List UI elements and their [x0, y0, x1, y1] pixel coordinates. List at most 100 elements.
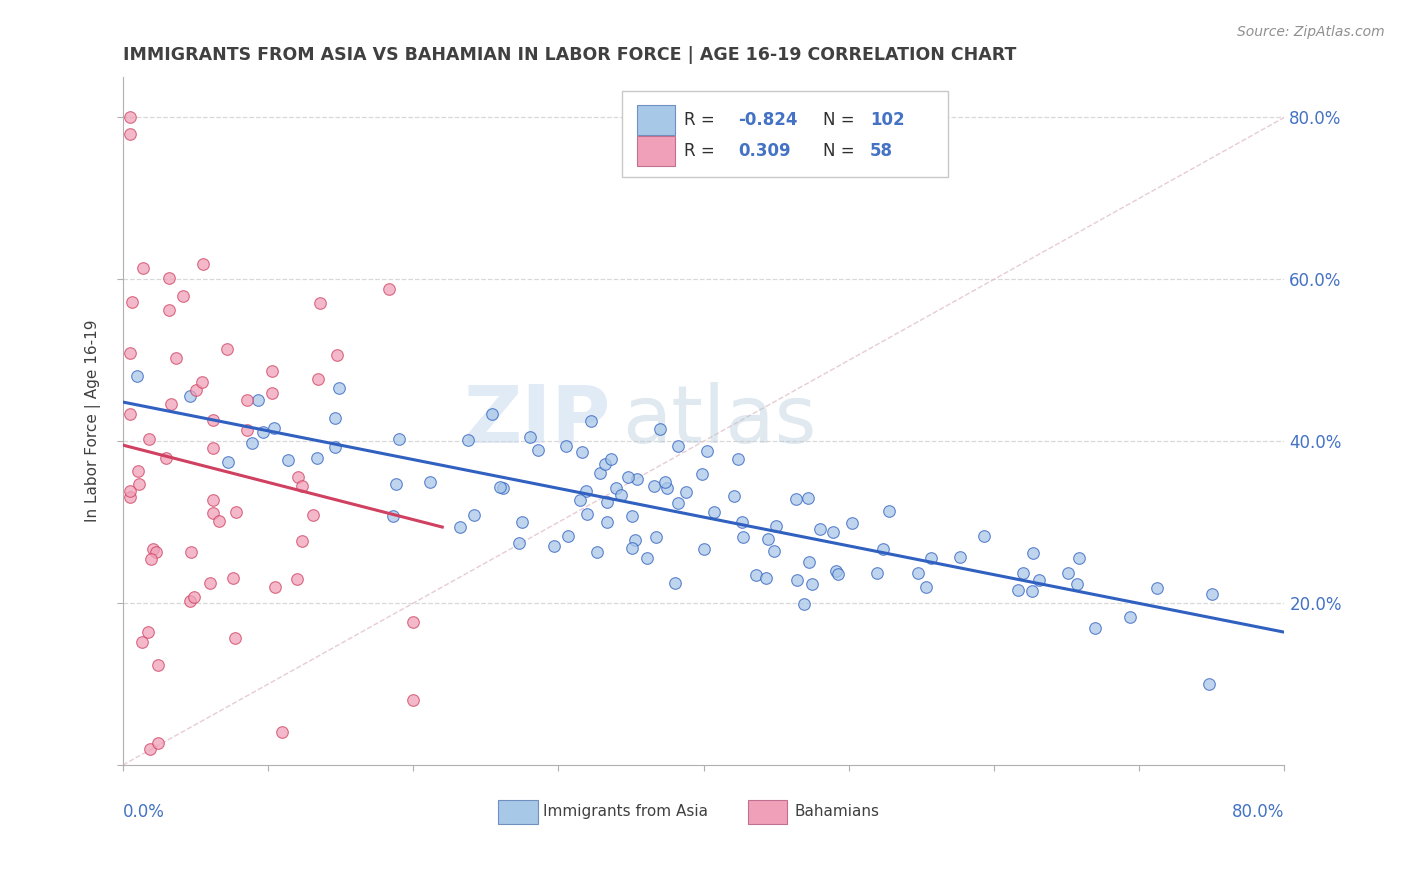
Text: 102: 102 [870, 112, 904, 129]
Point [664, 575, 686, 590]
Point [827, 566, 849, 581]
Point [785, 492, 807, 507]
Point [157, 271, 180, 285]
Point [657, 481, 679, 495]
Point [914, 580, 936, 594]
Point [907, 566, 929, 581]
Point [489, 480, 512, 494]
Point [1021, 584, 1043, 599]
Point [191, 375, 214, 389]
Point [449, 520, 471, 534]
Point [120, 111, 142, 125]
Point [142, 541, 165, 556]
Y-axis label: In Labor Force | Age 16-19: In Labor Force | Age 16-19 [86, 319, 101, 522]
Point [128, 476, 150, 491]
Point [307, 451, 329, 466]
Point [179, 388, 201, 402]
Point [1084, 621, 1107, 635]
Point [127, 464, 149, 478]
Point [745, 567, 768, 582]
Point [155, 451, 177, 466]
Point [1022, 546, 1045, 560]
Point [675, 485, 697, 500]
Point [127, 369, 149, 384]
Point [648, 422, 671, 436]
Point [302, 508, 325, 522]
Point [191, 257, 214, 271]
Point [973, 529, 995, 543]
Point [865, 566, 887, 580]
Point [527, 443, 550, 458]
Point [201, 506, 224, 520]
Point [723, 489, 745, 503]
Point [557, 529, 579, 543]
Point [457, 433, 479, 447]
Point [121, 294, 143, 309]
Point [621, 508, 644, 523]
Point [252, 425, 274, 439]
Point [801, 577, 824, 591]
Point [217, 455, 239, 469]
Point [146, 658, 169, 673]
Point [1057, 566, 1080, 580]
Point [696, 444, 718, 458]
Point [666, 439, 689, 453]
Point [139, 742, 162, 756]
Point [593, 458, 616, 472]
Text: 0.0%: 0.0% [122, 803, 165, 821]
Point [323, 411, 346, 425]
Point [654, 475, 676, 490]
Point [326, 348, 349, 362]
Point [703, 505, 725, 519]
Point [402, 615, 425, 629]
Point [620, 541, 643, 556]
Point [183, 590, 205, 604]
Point [277, 453, 299, 467]
Point [644, 530, 666, 544]
Point [596, 495, 619, 509]
Point [260, 364, 283, 378]
Point [1118, 610, 1140, 624]
Point [308, 296, 330, 310]
Point [184, 383, 207, 397]
FancyBboxPatch shape [748, 800, 787, 823]
Point [643, 479, 665, 493]
Point [508, 535, 530, 549]
Point [949, 549, 972, 564]
Point [763, 544, 786, 558]
Point [285, 572, 308, 586]
Point [626, 472, 648, 486]
Point [920, 550, 942, 565]
Point [579, 414, 602, 428]
Point [120, 484, 142, 499]
Point [731, 530, 754, 544]
Point [217, 342, 239, 356]
Point [758, 532, 780, 546]
Point [160, 397, 183, 411]
Text: atlas: atlas [623, 382, 817, 460]
Point [328, 381, 350, 395]
Point [221, 571, 243, 585]
Point [481, 408, 503, 422]
Text: N =: N = [824, 142, 855, 161]
Point [419, 475, 441, 490]
Point [402, 693, 425, 707]
Point [264, 580, 287, 594]
Point [120, 491, 142, 505]
Point [138, 625, 160, 640]
Point [208, 514, 231, 528]
Point [555, 439, 578, 453]
Point [821, 525, 844, 540]
Point [388, 432, 411, 446]
Point [491, 481, 513, 495]
Text: 58: 58 [870, 142, 893, 161]
FancyBboxPatch shape [637, 136, 675, 166]
Point [236, 424, 259, 438]
Point [786, 574, 808, 588]
Point [145, 545, 167, 559]
Text: N =: N = [824, 112, 855, 129]
Point [180, 545, 202, 559]
Point [576, 507, 599, 521]
Point [246, 392, 269, 407]
Point [200, 576, 222, 591]
